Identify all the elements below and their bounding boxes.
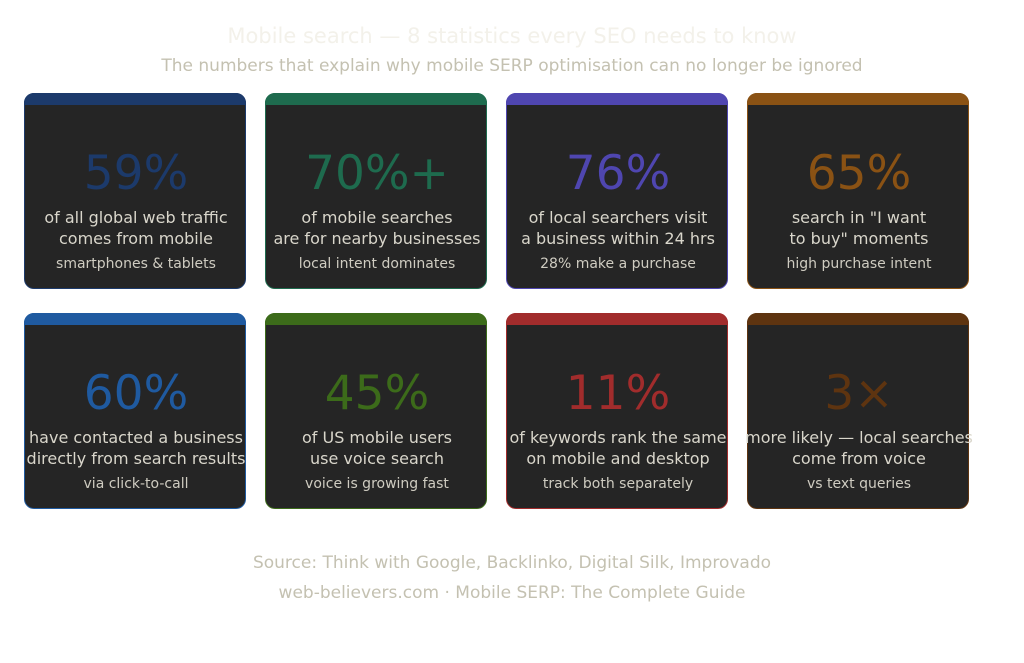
stat-card-local-searches: 70%+ of mobile searches are for nearby b… [265,93,487,289]
stat-card-web-traffic: 59% of all global web traffic comes from… [24,93,246,289]
stat-note: local intent dominates [298,256,456,272]
stat-value: 60% [83,366,189,421]
stat-description-line-1: of mobile searches [301,208,453,227]
card-accent-bar [506,93,728,105]
source-credit: Source: Think with Google, Backlinko, Di… [252,553,772,573]
stat-card-want-to-buy: 65% search in "I want to buy" moments hi… [747,93,969,289]
stat-description-line-2: comes from mobile [58,229,214,248]
stat-description-line-2: are for nearby businesses [273,229,481,248]
stat-note: high purchase intent [786,256,932,272]
stat-note: smartphones & tablets [56,256,216,272]
stat-description-line-2: a business within 24 hrs [521,229,715,248]
stat-value: 70%+ [305,146,449,201]
stat-value: 65% [806,146,912,201]
stat-note: vs text queries [806,476,912,492]
stat-description-line-1: of local searchers visit [528,208,708,227]
stat-card-voice-local: 3× more likely — local searches come fro… [745,313,973,509]
page-subtitle: The numbers that explain why mobile SERP… [161,56,863,76]
stat-value: 76% [565,146,671,201]
stat-description-line-1: of US mobile users [301,428,453,447]
stat-description-line-2: use voice search [310,449,444,468]
stat-card-click-to-call: 60% have contacted a business directly f… [24,313,246,509]
card-accent-bar [506,313,728,325]
card-accent-bar [265,313,487,325]
stat-description-line-2: to buy" moments [789,229,929,248]
stat-description-line-1: of all global web traffic [44,208,228,227]
card-accent-bar [24,93,246,105]
stat-value: 59% [83,146,189,201]
stat-description-line-2: directly from search results [26,449,246,468]
stat-card-voice-search: 45% of US mobile users use voice search … [265,313,487,509]
card-accent-bar [24,313,246,325]
stat-value: 11% [565,366,671,421]
stat-note: track both separately [542,476,694,492]
stat-description-line-1: have contacted a business [29,428,243,447]
stat-description-line-2: on mobile and desktop [526,449,710,468]
stat-note: via click-to-call [83,476,189,492]
card-accent-bar [747,93,969,105]
stat-card-local-visit: 76% of local searchers visit a business … [506,93,728,289]
stat-card-keyword-rankings: 11% of keywords rank the same on mobile … [506,313,728,509]
stat-value: 3× [824,366,894,421]
page-title: Mobile search — 8 statistics every SEO n… [227,24,797,48]
site-credit: web-believers.com · Mobile SERP: The Com… [278,583,746,603]
stat-description-line-1: search in "I want [791,208,927,227]
stat-description-line-2: come from voice [792,449,926,468]
stat-description-line-1: more likely — local searches [745,428,973,447]
card-accent-bar [747,313,969,325]
stat-note: voice is growing fast [305,476,449,492]
card-accent-bar [265,93,487,105]
stat-note: 28% make a purchase [540,256,696,272]
stat-description-line-1: of keywords rank the same [509,428,727,447]
stat-value: 45% [324,366,430,421]
